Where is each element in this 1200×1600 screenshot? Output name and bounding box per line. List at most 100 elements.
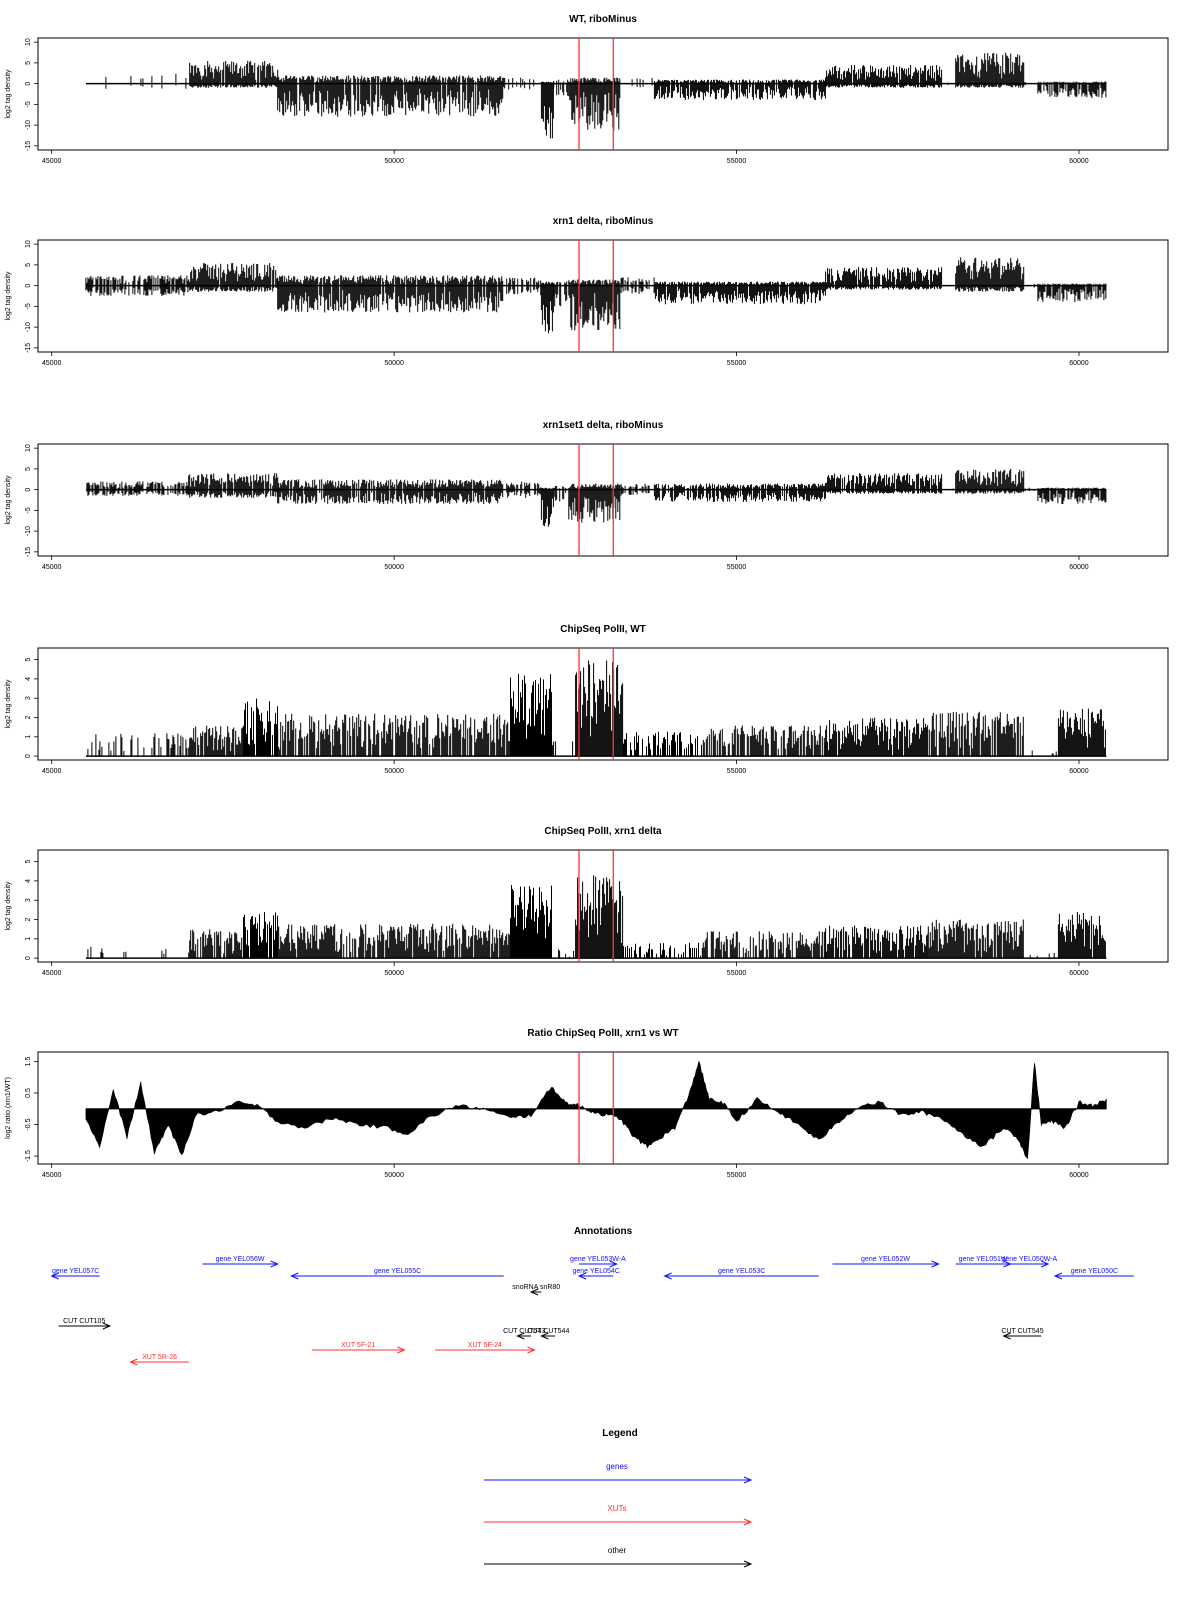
y-tick-label: 0 (25, 82, 32, 86)
annotation-feature: gene YEL052W (832, 1256, 940, 1268)
annotation-label: gene YEL055C (374, 1268, 421, 1275)
arrowhead-icon (663, 1272, 672, 1280)
arrowhead-icon (516, 1332, 525, 1340)
y-tick-label: 10 (25, 240, 32, 248)
annotation-label: gene YEL057C (52, 1268, 99, 1275)
y-tick-label: 1 (25, 735, 32, 739)
y-tick-label: 10 (25, 38, 32, 46)
annotation-feature: CUT CUT545 (1001, 1328, 1044, 1340)
annotation-label: CUT CUT544 (527, 1328, 569, 1335)
annotation-feature: XUT 5F-24 (435, 1342, 536, 1354)
y-tick-label: -15 (25, 141, 32, 151)
annotation-feature: gene YEL053W-A (570, 1256, 626, 1268)
panel-title: xrn1 delta, riboMinus (553, 216, 654, 227)
arrowhead-icon (102, 1322, 112, 1330)
annotation-label: gene YEL050W-A (1001, 1256, 1057, 1263)
annotation-feature: snoRNA snR80 (512, 1284, 560, 1296)
signal-series (87, 660, 1106, 757)
panel-title: xrn1set1 delta, riboMinus (543, 420, 664, 431)
annotation-label: gene YEL053C (718, 1268, 765, 1275)
y-axis-label: log2 tag density (5, 69, 12, 119)
annotation-label: XUT 5R-26 (142, 1354, 177, 1361)
annotation-label: gene YEL056W (216, 1256, 265, 1263)
arrowhead-icon (1003, 1260, 1012, 1268)
y-axis-label: log2 ratio (xrn1/WT) (5, 1077, 12, 1139)
annotation-feature: gene YEL050C (1053, 1268, 1134, 1280)
annotation-feature: gene YEL057C (50, 1268, 100, 1280)
y-tick-label: 5 (25, 658, 32, 662)
annotation-label: XUT 5F-21 (341, 1342, 375, 1349)
x-tick-label: 55000 (727, 158, 747, 165)
arrowhead-icon (270, 1260, 279, 1268)
y-tick-label: 1 (25, 937, 32, 941)
panel-title: ChipSeq PolII, WT (560, 624, 646, 635)
track-panel: Ratio ChipSeq PolII, xrn1 vs WT log2 rati… (5, 1028, 1169, 1179)
annotation-label: CUT CUT105 (63, 1318, 105, 1325)
arrowhead-icon (743, 1518, 753, 1526)
annotation-track: Annotations gene YEL057C gene YEL056W gene … (50, 1226, 1134, 1366)
annotation-label: gene YEL054C (572, 1268, 619, 1275)
arrowhead-icon (397, 1346, 406, 1354)
arrowhead-icon (540, 1332, 549, 1340)
plot-frame (37, 37, 1169, 151)
x-tick-label: 45000 (42, 970, 62, 977)
plot-frame (37, 239, 1169, 353)
annotation-feature: XUT 5F-21 (311, 1342, 406, 1354)
arrowhead-icon (129, 1358, 138, 1366)
x-tick-label: 55000 (727, 1172, 747, 1179)
plot-frame (37, 849, 1169, 963)
x-tick-label: 60000 (1069, 564, 1089, 571)
x-tick-label: 50000 (384, 768, 404, 775)
annotation-label: gene YEL051W (959, 1256, 1008, 1263)
legend-entry: genes (484, 1462, 753, 1484)
y-tick-label: -5 (25, 303, 32, 309)
x-tick-label: 50000 (384, 360, 404, 367)
annotation-label: gene YEL050C (1071, 1268, 1118, 1275)
annotation-feature: CUT CUT105 (58, 1318, 112, 1330)
plot-frame (37, 443, 1169, 557)
annotation-feature: gene YEL051W (955, 1256, 1012, 1268)
annotations-title: Annotations (574, 1226, 633, 1237)
x-tick-label: 45000 (42, 1172, 62, 1179)
x-tick-label: 60000 (1069, 360, 1089, 367)
y-tick-label: 0 (25, 284, 32, 288)
legend-entry: other (484, 1546, 753, 1568)
annotation-label: gene YEL053W-A (570, 1256, 626, 1263)
plot-frame (37, 647, 1169, 761)
y-axis-label: log2 tag density (5, 881, 12, 931)
y-tick-label: -15 (25, 547, 32, 557)
y-tick-label: 3 (25, 696, 32, 700)
y-axis-label: log2 tag density (5, 475, 12, 525)
annotation-label: CUT CUT545 (1001, 1328, 1043, 1335)
x-tick-label: 60000 (1069, 158, 1089, 165)
ratio-area (85, 1060, 1107, 1160)
arrowhead-icon (609, 1260, 618, 1268)
legend-label: genes (606, 1462, 628, 1471)
x-tick-label: 55000 (727, 564, 747, 571)
arrowhead-icon (1002, 1332, 1011, 1340)
arrowhead-icon (743, 1476, 753, 1484)
y-tick-label: 3 (25, 898, 32, 902)
arrowhead-icon (529, 1288, 539, 1296)
arrowhead-icon (577, 1272, 587, 1280)
x-tick-label: 45000 (42, 158, 62, 165)
x-tick-label: 60000 (1069, 970, 1089, 977)
x-tick-label: 55000 (727, 768, 747, 775)
y-tick-label: -10 (25, 526, 32, 536)
signal-series (85, 257, 1107, 334)
y-tick-label: 4 (25, 879, 32, 883)
annotation-feature: gene YEL053C (663, 1268, 819, 1280)
annotation-feature: CUT CUT543 (503, 1328, 545, 1340)
annotation-label: CUT CUT543 (503, 1328, 545, 1335)
track-panel: ChipSeq PolII, WT log2 tag density 5 4 3 2 1 0 4… (5, 624, 1169, 775)
annotation-label: snoRNA snR80 (512, 1284, 560, 1291)
x-tick-label: 55000 (727, 970, 747, 977)
x-tick-label: 55000 (727, 360, 747, 367)
signal-series (86, 468, 1107, 527)
panel-title: Ratio ChipSeq PolII, xrn1 vs WT (527, 1028, 678, 1039)
legend-track: Legend genes XUTs other (484, 1428, 753, 1568)
y-tick-label: 0 (25, 956, 32, 960)
y-tick-label: 5 (25, 263, 32, 267)
y-tick-label: -15 (25, 343, 32, 353)
arrowhead-icon (290, 1272, 299, 1280)
